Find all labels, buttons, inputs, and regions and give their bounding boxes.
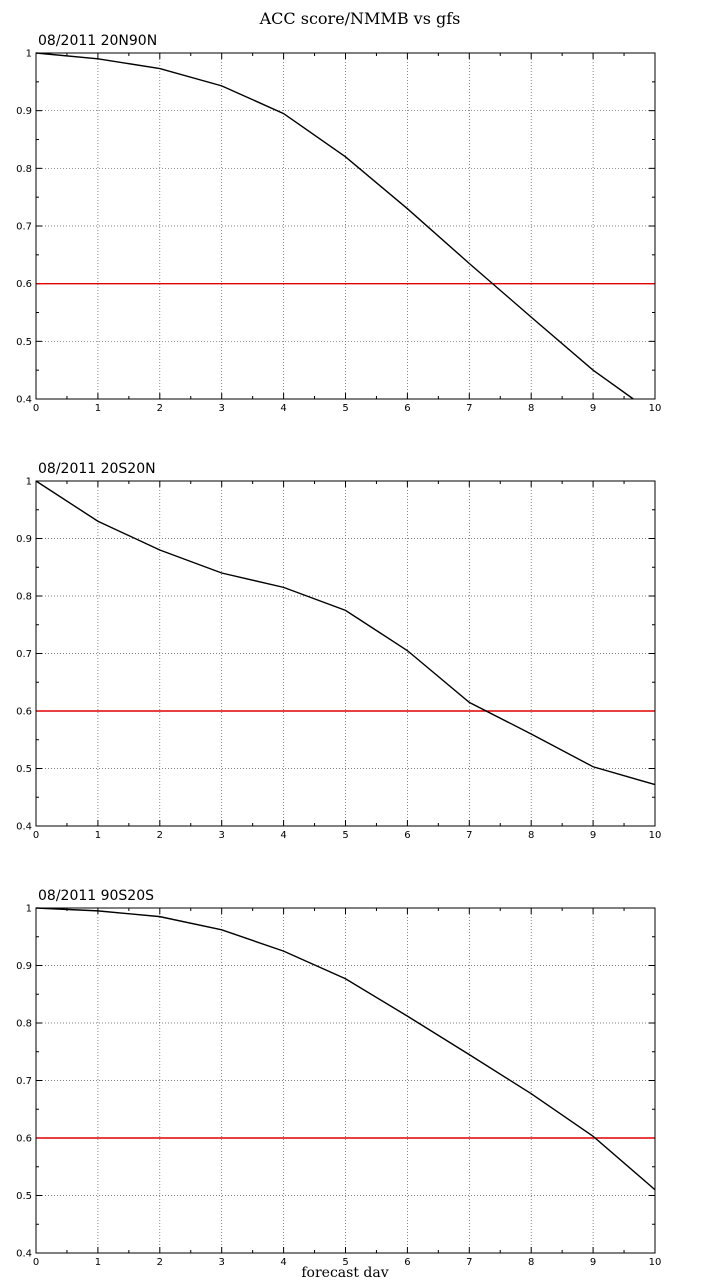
y-tick-label: 0.4 bbox=[16, 822, 32, 833]
x-tick-label: 8 bbox=[528, 1257, 534, 1268]
y-tick-label: 0.9 bbox=[16, 534, 32, 545]
panel-title: 08/2011 20N90N bbox=[38, 33, 157, 49]
y-tick-label: 0.5 bbox=[16, 1191, 32, 1202]
x-tick-label: 10 bbox=[649, 403, 662, 414]
x-tick-label: 0 bbox=[33, 830, 39, 841]
x-tick-label: 6 bbox=[404, 403, 410, 414]
x-tick-label: 10 bbox=[649, 1257, 662, 1268]
x-tick-label: 2 bbox=[157, 403, 163, 414]
y-tick-label: 0.6 bbox=[16, 707, 32, 718]
y-tick-label: 0.5 bbox=[16, 337, 32, 348]
y-tick-label: 0.9 bbox=[16, 961, 32, 972]
x-tick-label: 4 bbox=[280, 1257, 286, 1268]
x-tick-label: 3 bbox=[219, 1257, 225, 1268]
chart-panel-1: 08/2011 20N90N 0 1 2 3 4 5 6 7 8 9 10 0.4 0.5 0.6 0.7 0.… bbox=[16, 33, 661, 414]
y-tick-label: 1 bbox=[26, 904, 32, 915]
x-tick-label: 8 bbox=[528, 403, 534, 414]
panel-title: 08/2011 90S20S bbox=[38, 888, 154, 904]
y-tick-label: 1 bbox=[26, 49, 32, 60]
x-tick-label: 8 bbox=[528, 830, 534, 841]
x-tick-label: 4 bbox=[280, 830, 286, 841]
x-tick-label: 9 bbox=[590, 830, 596, 841]
y-tick-label: 0.4 bbox=[16, 395, 32, 406]
y-tick-label: 0.8 bbox=[16, 592, 32, 603]
y-tick-label: 0.4 bbox=[16, 1249, 32, 1260]
x-tick-label: 10 bbox=[649, 830, 662, 841]
plot-frame bbox=[35, 907, 656, 1254]
x-tick-label: 4 bbox=[280, 403, 286, 414]
x-tick-label: 7 bbox=[466, 403, 472, 414]
y-tick-label: 0.8 bbox=[16, 1019, 32, 1030]
x-tick-label: 3 bbox=[219, 403, 225, 414]
y-tick-label: 0.6 bbox=[16, 279, 32, 290]
x-tick-label: 6 bbox=[404, 830, 410, 841]
y-tick-label: 0.7 bbox=[16, 649, 32, 660]
x-tick-label: 0 bbox=[33, 403, 39, 414]
chart-panel-2: 08/2011 20S20N 0 1 2 3 4 5 6 7 8 9 10 0.4 0.5 0.6 0.7 0.… bbox=[16, 461, 661, 841]
x-tick-label: 3 bbox=[219, 830, 225, 841]
y-tick-label: 0.9 bbox=[16, 106, 32, 117]
panel-title: 08/2011 20S20N bbox=[38, 461, 156, 477]
y-tick-label: 0.8 bbox=[16, 164, 32, 175]
x-tick-label: 0 bbox=[33, 1257, 39, 1268]
x-tick-label: 6 bbox=[404, 1257, 410, 1268]
series-line bbox=[35, 907, 656, 1191]
chart-panel-3: 08/2011 90S20S 0 1 2 3 4 5 6 7 8 9 10 0.4 0.5 0.6 0.7 0.… bbox=[16, 888, 661, 1268]
x-tick-label: 1 bbox=[95, 1257, 101, 1268]
series-line bbox=[35, 52, 634, 400]
figure-title: ACC score/NMMB vs gfs bbox=[259, 9, 461, 28]
y-tick-label: 0.6 bbox=[16, 1134, 32, 1145]
x-tick-label: 5 bbox=[342, 1257, 348, 1268]
plot-frame bbox=[35, 52, 656, 400]
x-tick-label: 5 bbox=[342, 403, 348, 414]
x-tick-label: 5 bbox=[342, 830, 348, 841]
series-line bbox=[35, 480, 656, 786]
y-tick-label: 0.7 bbox=[16, 1076, 32, 1087]
x-axis-label: forecast dav bbox=[301, 1265, 388, 1281]
x-tick-label: 1 bbox=[95, 830, 101, 841]
y-tick-label: 0.5 bbox=[16, 764, 32, 775]
x-tick-label: 7 bbox=[466, 1257, 472, 1268]
y-tick-label: 0.7 bbox=[16, 222, 32, 233]
x-tick-label: 2 bbox=[157, 1257, 163, 1268]
x-tick-label: 2 bbox=[157, 830, 163, 841]
x-tick-label: 7 bbox=[466, 830, 472, 841]
x-tick-label: 1 bbox=[95, 403, 101, 414]
x-tick-label: 9 bbox=[590, 1257, 596, 1268]
plot-frame bbox=[35, 480, 656, 827]
x-tick-label: 9 bbox=[590, 403, 596, 414]
y-tick-label: 1 bbox=[26, 477, 32, 488]
